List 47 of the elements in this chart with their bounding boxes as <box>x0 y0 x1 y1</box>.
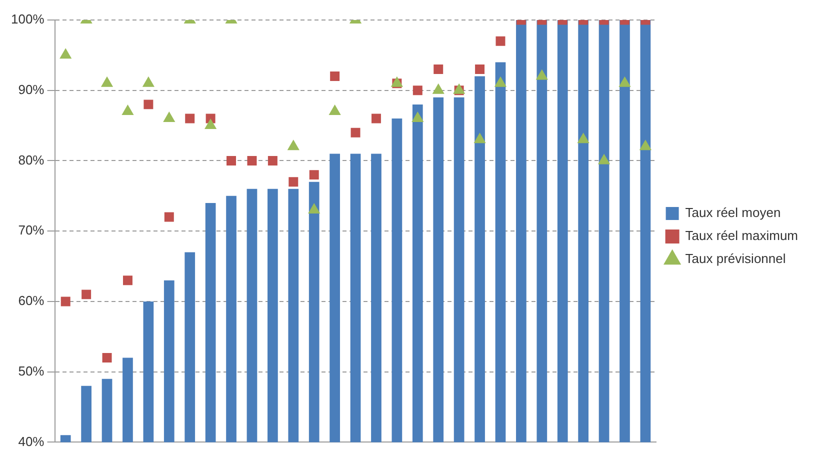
point <box>578 133 590 144</box>
y-tick-label: 80% <box>18 152 45 168</box>
point <box>122 276 132 286</box>
point <box>308 203 320 214</box>
point <box>226 156 236 166</box>
point <box>102 353 112 363</box>
point <box>164 212 174 222</box>
y-tick-label: 70% <box>18 222 45 238</box>
point <box>144 100 154 110</box>
y-tick-label: 60% <box>18 293 45 308</box>
point <box>60 296 70 306</box>
point <box>474 133 486 144</box>
y-tick-label: 40% <box>18 434 45 449</box>
point <box>142 76 154 87</box>
y-tick-label: 100% <box>11 12 45 27</box>
point <box>163 112 175 122</box>
point <box>329 104 341 115</box>
legend-label: Taux prévisionnel <box>685 251 786 266</box>
point <box>101 76 113 87</box>
point <box>412 112 424 122</box>
point <box>288 177 298 187</box>
point <box>475 64 485 74</box>
point <box>204 119 216 130</box>
point <box>309 170 319 180</box>
y-tick-label: 90% <box>18 82 45 97</box>
point <box>350 128 360 138</box>
point <box>288 140 300 150</box>
point <box>640 140 652 150</box>
point <box>122 104 134 115</box>
point <box>268 156 278 166</box>
point <box>494 76 506 87</box>
point <box>412 86 422 96</box>
point <box>434 64 444 74</box>
point <box>185 114 195 124</box>
point <box>496 36 506 46</box>
point <box>619 76 630 87</box>
point <box>598 154 610 164</box>
point <box>330 72 340 82</box>
point <box>247 156 257 166</box>
point <box>371 114 381 124</box>
point <box>82 290 92 300</box>
y-tick-label: 50% <box>18 363 45 378</box>
point <box>60 48 72 59</box>
legend-label: Taux réel moyen <box>685 205 781 220</box>
legend-label: Taux réel maximum <box>685 228 798 244</box>
point <box>536 70 548 80</box>
point <box>432 84 444 94</box>
